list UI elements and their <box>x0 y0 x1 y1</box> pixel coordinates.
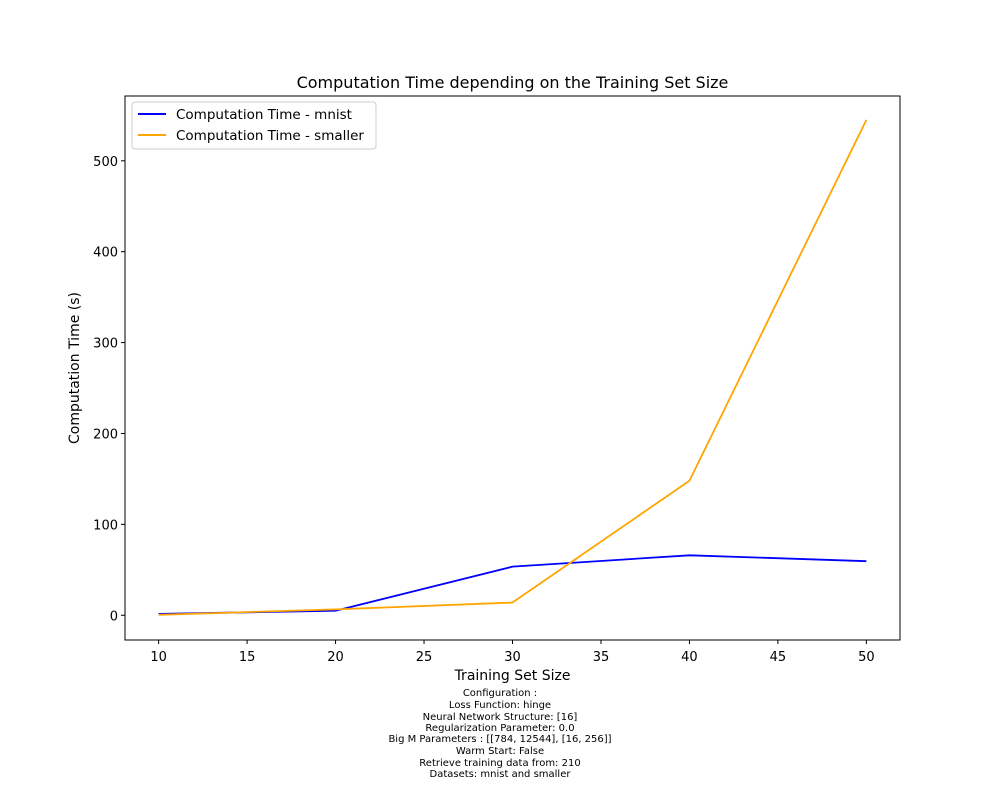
x-axis-label: Training Set Size <box>454 668 571 684</box>
footnote-line: Retrieve training data from: 210 <box>419 758 580 769</box>
series-layer <box>158 119 868 616</box>
series-line-smaller <box>158 119 868 616</box>
configuration-footnote: Configuration : Loss Function: hinge Neu… <box>388 688 611 780</box>
y-tick-label: 400 <box>93 246 118 261</box>
y-tick-label: 0 <box>110 609 118 624</box>
x-tick-label: 50 <box>858 650 875 665</box>
x-tick-label: 30 <box>504 650 521 665</box>
y-axis-label: Computation Time (s) <box>67 292 83 444</box>
x-tick-label: 20 <box>327 650 344 665</box>
y-tick-label: 500 <box>93 155 118 170</box>
legend-label-smaller: Computation Time - smaller <box>176 128 364 144</box>
footnote-line: Big M Parameters : [[784, 12544], [16, 2… <box>388 734 611 745</box>
y-axis-ticks: 0 100 200 300 400 500 <box>93 155 125 624</box>
x-tick-label: 15 <box>239 650 256 665</box>
footnote-line: Neural Network Structure: [16] <box>423 712 578 723</box>
legend-box <box>131 101 377 150</box>
x-tick-label: 40 <box>681 650 698 665</box>
footnote-line: Regularization Parameter: 0.0 <box>425 723 574 734</box>
chart-title: Computation Time depending on the Traini… <box>297 73 729 92</box>
legend-label-mnist: Computation Time - mnist <box>176 107 352 123</box>
x-tick-label: 35 <box>593 650 610 665</box>
x-tick-label: 45 <box>770 650 787 665</box>
x-tick-label: 25 <box>416 650 433 665</box>
x-tick-label: 10 <box>150 650 167 665</box>
footnote-line: Loss Function: hinge <box>449 700 551 711</box>
legend: Computation Time - mnist Computation Tim… <box>131 101 377 150</box>
footnote-line: Configuration : <box>463 688 537 699</box>
footnote-line: Datasets: mnist and smaller <box>430 769 572 780</box>
x-axis-ticks: 10 15 20 25 30 35 40 45 50 <box>150 640 875 665</box>
y-tick-label: 300 <box>93 337 118 352</box>
y-tick-label: 200 <box>93 427 118 442</box>
y-tick-label: 100 <box>93 518 118 533</box>
footnote-line: Warm Start: False <box>456 746 544 757</box>
